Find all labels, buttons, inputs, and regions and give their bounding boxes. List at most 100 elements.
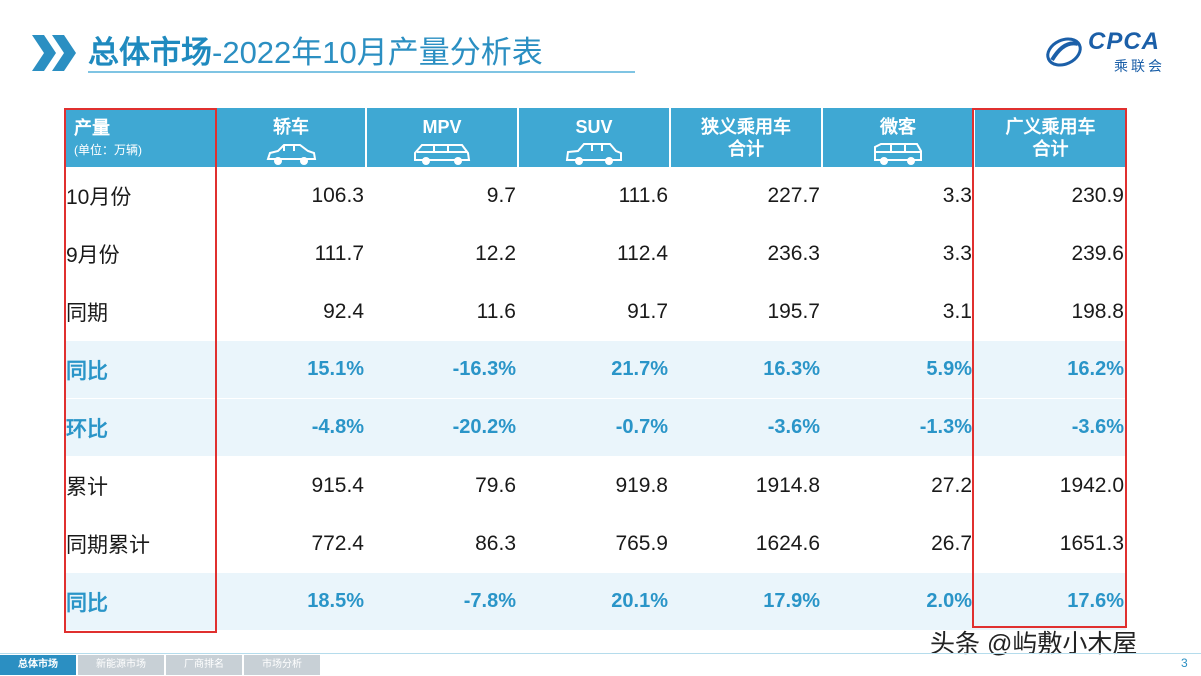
table-cell: 5.9% — [822, 340, 974, 399]
footer-tab-nev[interactable]: 新能源市场 — [78, 655, 164, 675]
table-cell: -7.8% — [366, 572, 518, 631]
table-cell: 3.3 — [822, 167, 974, 225]
logo-text: CPCA — [1088, 28, 1161, 55]
header-cell-broad-total: 广义乘用车 合计 — [974, 108, 1126, 167]
row-label: 9月份 — [66, 224, 216, 283]
table-cell: 91.7 — [518, 282, 670, 341]
table-cell: 16.2% — [974, 340, 1126, 399]
table-row: 累计 915.4 79.6 919.8 1914.8 27.2 1942.0 — [66, 456, 1126, 515]
header-label: 微客 — [880, 117, 916, 137]
header-cell-minivan: 微客 — [822, 108, 975, 167]
table-cell: 198.8 — [974, 282, 1126, 341]
table-cell: -4.8% — [216, 398, 366, 457]
table-row-mom: 环比 -4.8% -20.2% -0.7% -3.6% -1.3% -3.6% — [66, 398, 1126, 457]
table-cell: 236.3 — [670, 224, 822, 283]
table-cell: 111.6 — [518, 167, 670, 225]
logo-cn: 乘联会 — [1114, 58, 1165, 74]
title-bar: 总体市场-2022年10月产量分析表 — [30, 30, 543, 76]
table-cell: 1624.6 — [670, 514, 822, 573]
table-cell: -0.7% — [518, 398, 670, 457]
table-cell: 12.2 — [366, 224, 518, 283]
page-title-rest: -2022年10月产量分析表 — [212, 35, 543, 70]
suv-icon — [565, 143, 622, 165]
page-title: 总体市场-2022年10月产量分析表 — [88, 30, 543, 76]
table-cell: 195.7 — [670, 282, 822, 341]
table-cell: 230.9 — [974, 167, 1126, 225]
row-label: 同期累计 — [66, 514, 216, 573]
header-label: 狭义乘用车 — [701, 117, 791, 137]
row-label: 环比 — [66, 398, 216, 457]
table-cell: 15.1% — [216, 340, 366, 399]
row-label: 同比 — [66, 572, 216, 631]
table-cell: 17.6% — [974, 572, 1126, 631]
table-cell: 227.7 — [670, 167, 822, 225]
table-cell: 9.7 — [366, 167, 518, 225]
header-label: SUV — [575, 117, 613, 137]
row-label: 累计 — [66, 456, 216, 515]
header-label: 轿车 — [273, 117, 309, 137]
table-row: 同期累计 772.4 86.3 765.9 1624.6 26.7 1651.3 — [66, 514, 1126, 573]
table-cell: -20.2% — [366, 398, 518, 457]
table-cell: 3.1 — [822, 282, 974, 341]
table-cell: 18.5% — [216, 572, 366, 631]
footer-tab-overall[interactable]: 总体市场 — [0, 655, 76, 675]
header-first-label: 产量 — [74, 118, 110, 138]
table-cell: 3.3 — [822, 224, 974, 283]
title-underline — [88, 71, 635, 73]
table-cell: 915.4 — [216, 456, 366, 515]
table-cell: 112.4 — [518, 224, 670, 283]
footer-tab-analysis[interactable]: 市场分析 — [244, 655, 320, 675]
table-cell: 21.7% — [518, 340, 670, 399]
table-cell: 239.6 — [974, 224, 1126, 283]
cpca-logo: CPCA 乘联会 — [1044, 26, 1184, 76]
table-cell: 20.1% — [518, 572, 670, 631]
minivan-icon — [874, 143, 922, 165]
table-row: 同期 92.4 11.6 91.7 195.7 3.1 198.8 — [66, 282, 1126, 341]
table-cell: 919.8 — [518, 456, 670, 515]
globe-logo-icon — [1046, 37, 1082, 67]
header-cell-suv: SUV — [518, 108, 671, 167]
table-cell: 17.9% — [670, 572, 822, 631]
header-cell-sedan: 轿车 — [216, 108, 367, 167]
watermark-caption: 头条 @屿敷小木屋 — [930, 630, 1138, 658]
table-cell: 26.7 — [822, 514, 974, 573]
footer-divider — [0, 653, 1201, 654]
table-cell: -1.3% — [822, 398, 974, 457]
table-cell: 1942.0 — [974, 456, 1126, 515]
table-cell: 1651.3 — [974, 514, 1126, 573]
mpv-icon — [414, 144, 471, 165]
table-header-row: 产量 (单位：万辆) 轿车 MPV — [66, 108, 1126, 167]
table-cell: 79.6 — [366, 456, 518, 515]
sedan-icon — [266, 144, 317, 165]
table-cell: -3.6% — [670, 398, 822, 457]
row-label: 10月份 — [66, 167, 216, 225]
table-row-yoy: 同比 15.1% -16.3% 21.7% 16.3% 5.9% 16.2% — [66, 340, 1126, 399]
row-label: 同期 — [66, 282, 216, 341]
table-row: 9月份 111.7 12.2 112.4 236.3 3.3 239.6 — [66, 224, 1126, 283]
table-cell: 1914.8 — [670, 456, 822, 515]
table-cell: 772.4 — [216, 514, 366, 573]
header-cell-unit: 产量 (单位：万辆) — [66, 108, 217, 167]
header-cell-mpv: MPV — [366, 108, 519, 167]
header-cell-narrow-total: 狭义乘用车 合计 — [670, 108, 823, 167]
table-cell: -3.6% — [974, 398, 1126, 457]
table-row-cumulative-yoy: 同比 18.5% -7.8% 20.1% 17.9% 2.0% 17.6% — [66, 572, 1126, 631]
table-row: 10月份 106.3 9.7 111.6 227.7 3.3 230.9 — [66, 167, 1126, 225]
footer-nav: 总体市场 新能源市场 厂商排名 市场分析 — [0, 655, 322, 675]
table-cell: 86.3 — [366, 514, 518, 573]
double-chevron-icon — [30, 33, 80, 73]
table-cell: 111.7 — [216, 224, 366, 283]
table-cell: -16.3% — [366, 340, 518, 399]
page-title-bold: 总体市场 — [88, 35, 212, 70]
table-cell: 16.3% — [670, 340, 822, 399]
header-label-line2: 合计 — [1032, 139, 1069, 159]
header-label: 广义乘用车 — [1005, 117, 1096, 137]
table-cell: 27.2 — [822, 456, 974, 515]
header-label-line2: 合计 — [728, 139, 764, 159]
table-cell: 106.3 — [216, 167, 366, 225]
row-label: 同比 — [66, 340, 216, 399]
table-cell: 765.9 — [518, 514, 670, 573]
footer-tab-ranking[interactable]: 厂商排名 — [166, 655, 242, 675]
table-cell: 92.4 — [216, 282, 366, 341]
table-cell: 2.0% — [822, 572, 974, 631]
